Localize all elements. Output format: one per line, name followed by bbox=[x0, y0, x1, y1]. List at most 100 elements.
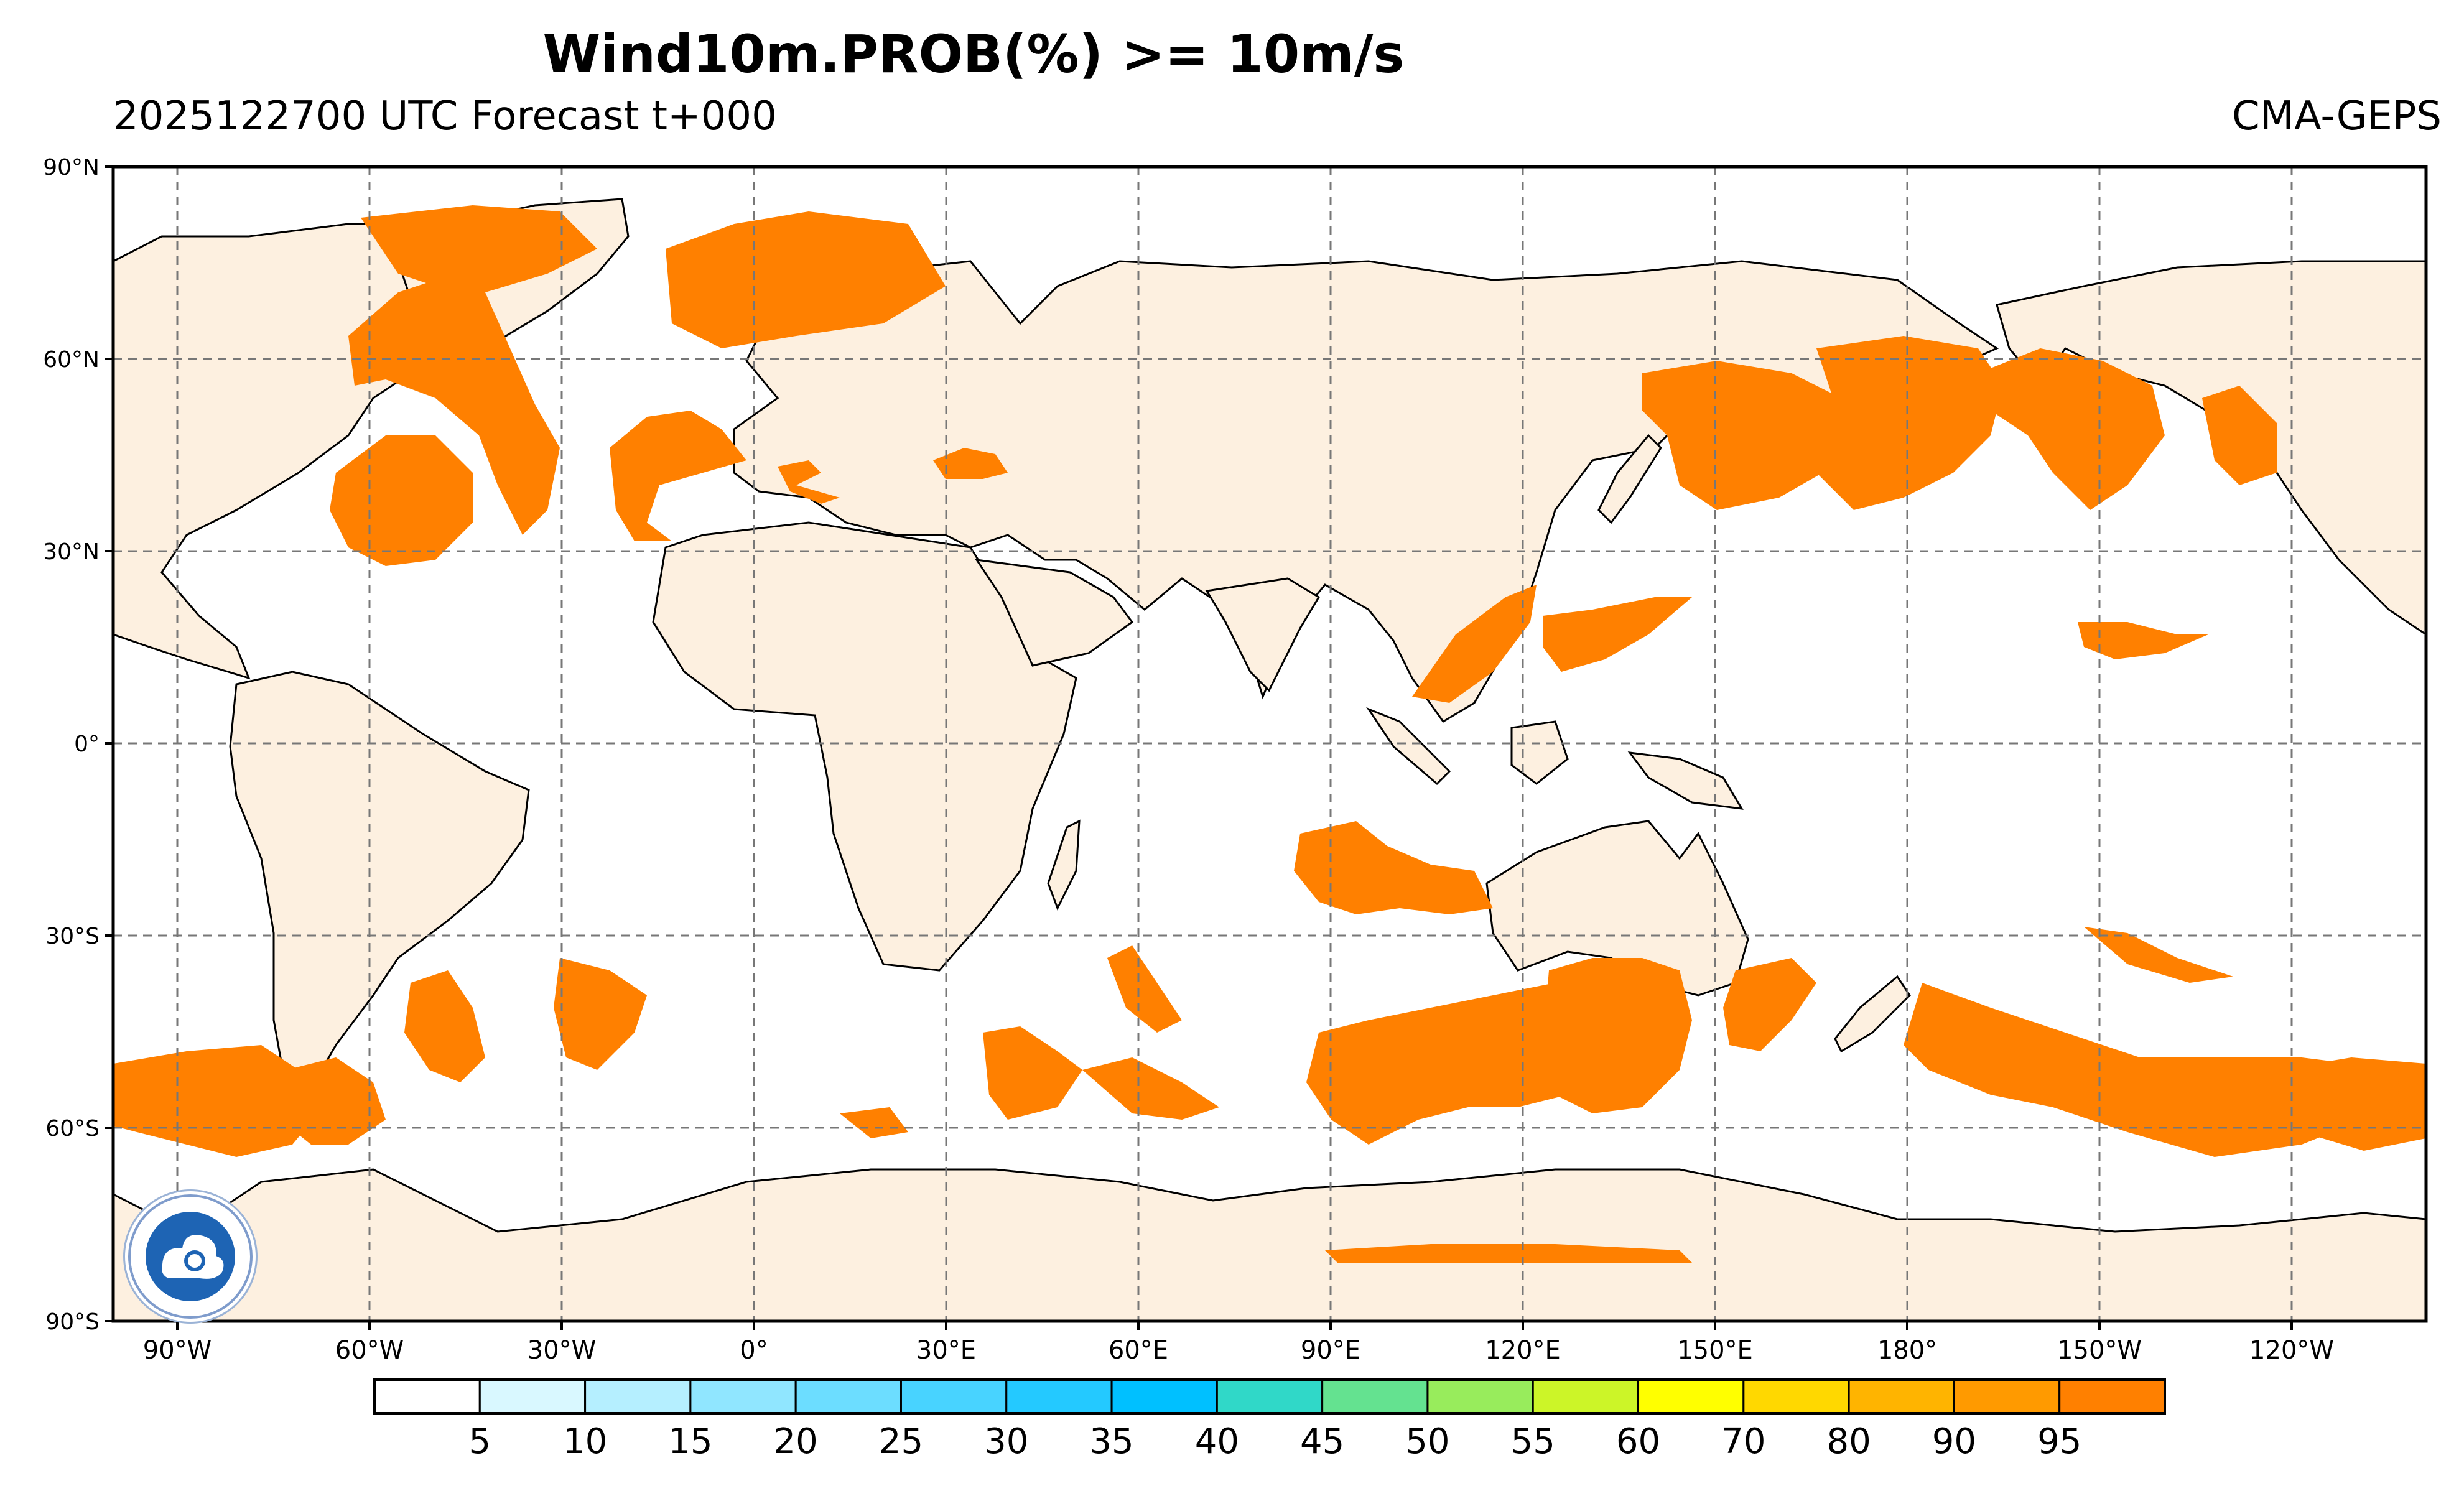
colorbar-swatch bbox=[1742, 1378, 1850, 1415]
field-weddell bbox=[1082, 1057, 1219, 1120]
field-south-atlantic-central bbox=[404, 970, 485, 1082]
colorbar-swatch bbox=[1321, 1378, 1429, 1415]
colorbar-swatch bbox=[1848, 1378, 1955, 1415]
land-madagascar bbox=[1047, 819, 1081, 911]
lon-tick-label: 30°W bbox=[528, 1336, 596, 1365]
lon-tick-label: 150°W bbox=[2057, 1336, 2142, 1365]
land-antarctica bbox=[113, 1168, 2426, 1321]
field-north-pacific-central bbox=[1816, 336, 2003, 510]
colorbar-border bbox=[373, 1378, 2166, 1415]
lon-tick-label: 60°W bbox=[335, 1336, 404, 1365]
land-new-zealand bbox=[1834, 975, 1911, 1053]
colorbar-swatch bbox=[1532, 1378, 1640, 1415]
colorbar-tick-label: 95 bbox=[2037, 1421, 2081, 1462]
field-philippine-sea bbox=[1543, 597, 1692, 672]
colorbar-swatch bbox=[373, 1378, 481, 1415]
lon-tick-label: 150°E bbox=[1677, 1336, 1753, 1365]
land-sumatra bbox=[1366, 707, 1451, 786]
field-south-pacific-north bbox=[2084, 927, 2233, 983]
colorbar-tick-label: 80 bbox=[1826, 1421, 1871, 1462]
lon-tick-label: 180° bbox=[1877, 1336, 1937, 1365]
lon-tick-label: 60°E bbox=[1109, 1336, 1168, 1365]
colorbar-swatch bbox=[900, 1378, 1008, 1415]
colorbar-swatch bbox=[1637, 1378, 1745, 1415]
model-name: CMA-GEPS bbox=[2232, 93, 2442, 139]
field-tasman-sea bbox=[1723, 958, 1816, 1051]
colorbar-tick-label: 55 bbox=[1511, 1421, 1555, 1462]
colorbar-tick-label: 15 bbox=[668, 1421, 712, 1462]
colorbar-swatch bbox=[478, 1378, 587, 1415]
field-south-atlantic-west bbox=[113, 1045, 323, 1157]
field-kerguelen bbox=[1107, 945, 1182, 1033]
colorbar-swatch bbox=[1110, 1378, 1218, 1415]
lat-tick-label: 90°S bbox=[45, 1309, 100, 1335]
land-india bbox=[1205, 577, 1321, 692]
field-labrador-sea bbox=[348, 280, 560, 535]
colorbar-tick-label: 90 bbox=[1932, 1421, 1976, 1462]
colorbar-tick-label: 50 bbox=[1405, 1421, 1449, 1462]
field-south-atlantic-east bbox=[554, 958, 647, 1070]
field-north-pacific-east bbox=[1978, 348, 2165, 510]
forecast-time: 2025122700 UTC Forecast t+000 bbox=[113, 93, 777, 139]
colorbar-tick-label: 10 bbox=[563, 1421, 607, 1462]
colorbar-tick-label: 40 bbox=[1195, 1421, 1239, 1462]
colorbar-tick-label: 35 bbox=[1089, 1421, 1133, 1462]
field-south-indian-ocean-north bbox=[1294, 821, 1493, 914]
colorbar: 5 10 15 20 25 30 35 40 45 50 55 60 70 80 90 95 bbox=[373, 1378, 2166, 1462]
colorbar-swatch bbox=[1426, 1378, 1534, 1415]
field-davis-strait bbox=[361, 205, 597, 292]
land-japan bbox=[1597, 434, 1662, 524]
land-new-guinea bbox=[1627, 751, 1744, 810]
land-australia bbox=[1485, 820, 1749, 997]
colorbar-swatch bbox=[1216, 1378, 1324, 1415]
field-north-pacific-west bbox=[1642, 361, 1854, 510]
lat-tick-label: 90°N bbox=[43, 155, 100, 180]
colorbar-tick-label: 60 bbox=[1616, 1421, 1660, 1462]
field-black-sea bbox=[933, 448, 1008, 479]
land-africa bbox=[652, 521, 1077, 972]
lon-tick-label: 120°W bbox=[2249, 1336, 2334, 1365]
lat-tick-label: 30°S bbox=[45, 924, 100, 949]
field-south-of-australia bbox=[1543, 958, 1692, 1113]
lat-tick-label: 30°N bbox=[43, 539, 100, 565]
field-drake-passage bbox=[280, 1057, 386, 1145]
colorbar-swatch bbox=[794, 1378, 902, 1415]
lon-tick-label: 120°E bbox=[1485, 1336, 1561, 1365]
field-northeast-atlantic bbox=[610, 411, 746, 541]
colorbar-swatch bbox=[2058, 1378, 2166, 1415]
field-south-atlantic-far bbox=[983, 1026, 1082, 1120]
field-gulf-of-alaska bbox=[2202, 386, 2277, 485]
lat-tick-label: 0° bbox=[74, 732, 100, 757]
colorbar-swatch bbox=[689, 1378, 797, 1415]
land-arabia bbox=[974, 559, 1134, 667]
chart-title: Wind10m.PROB(%) >= 10m/s bbox=[542, 24, 1405, 85]
colorbar-tick-label: 5 bbox=[468, 1421, 491, 1462]
field-south-ocean-small bbox=[840, 1107, 908, 1138]
colorbar-tick-label: 25 bbox=[879, 1421, 923, 1462]
field-north-atlantic bbox=[330, 435, 473, 566]
cma-logo-icon bbox=[123, 1189, 258, 1324]
colorbar-tick-label: 45 bbox=[1300, 1421, 1344, 1462]
colorbar-swatch bbox=[1005, 1378, 1113, 1415]
land-borneo bbox=[1510, 720, 1569, 785]
axis-ticks: 90°W 60°W 30°W 0° 30°E 60°E 90°E 120°E 150°E 180°… bbox=[43, 155, 2334, 1365]
colorbar-swatch bbox=[584, 1378, 692, 1415]
colorbar-tick-label: 30 bbox=[984, 1421, 1028, 1462]
gridlines bbox=[113, 167, 2426, 1321]
colorbar-swatch bbox=[1953, 1378, 2061, 1415]
field-greenland-sea bbox=[666, 211, 946, 348]
land-south-america bbox=[229, 671, 530, 1090]
lat-tick-label: 60°N bbox=[43, 347, 100, 373]
field-hawaii bbox=[2078, 622, 2208, 659]
colorbar-tick-label: 20 bbox=[774, 1421, 818, 1462]
colorbar-tick-label: 70 bbox=[1721, 1421, 1765, 1462]
lon-tick-label: 90°W bbox=[143, 1336, 212, 1365]
field-south-china-sea bbox=[1412, 585, 1537, 703]
lon-tick-label: 0° bbox=[740, 1336, 768, 1365]
lat-tick-label: 60°S bbox=[45, 1116, 100, 1141]
field-mediterranean bbox=[778, 460, 840, 504]
lon-tick-label: 30°E bbox=[916, 1336, 976, 1365]
lon-tick-label: 90°E bbox=[1301, 1336, 1360, 1365]
field-antarctic-coast bbox=[1325, 1244, 1692, 1263]
